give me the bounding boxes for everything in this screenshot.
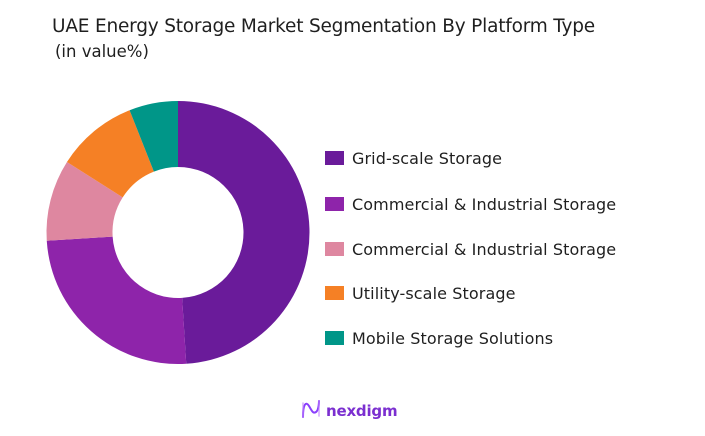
legend-item-commercial-industrial-2: Commercial & Industrial Storage (325, 237, 616, 261)
legend-swatch (325, 331, 344, 345)
legend-label: Utility-scale Storage (352, 283, 516, 303)
donut-slice (129, 101, 178, 172)
chart-subtitle: (in value%) (55, 42, 149, 61)
logo-text: nexdigm (326, 402, 398, 420)
donut-slice (178, 101, 310, 364)
brand-logo: nexdigm (300, 398, 398, 424)
donut-slices (46, 101, 310, 364)
legend-item-mobile-storage: Mobile Storage Solutions (325, 326, 553, 350)
legend-swatch (325, 151, 344, 165)
legend-label: Commercial & Industrial Storage (352, 194, 617, 214)
donut-slice (66, 110, 154, 198)
legend-item-commercial-industrial-1: Commercial & Industrial Storage (325, 192, 616, 216)
legend-label: Commercial & Industrial Storage (352, 239, 617, 259)
legend-label: Grid-scale Storage (352, 148, 503, 168)
legend-swatch (325, 242, 344, 256)
donut-slice (46, 236, 187, 364)
legend-label: Mobile Storage Solutions (352, 328, 554, 348)
chart-title: UAE Energy Storage Market Segmentation B… (52, 16, 595, 37)
donut-slice (46, 162, 123, 241)
legend-swatch (325, 197, 344, 211)
legend-item-grid-scale: Grid-scale Storage (325, 146, 502, 170)
legend-item-utility-scale: Utility-scale Storage (325, 281, 516, 305)
legend-swatch (325, 286, 344, 300)
nexdigm-wave-icon (300, 398, 322, 424)
